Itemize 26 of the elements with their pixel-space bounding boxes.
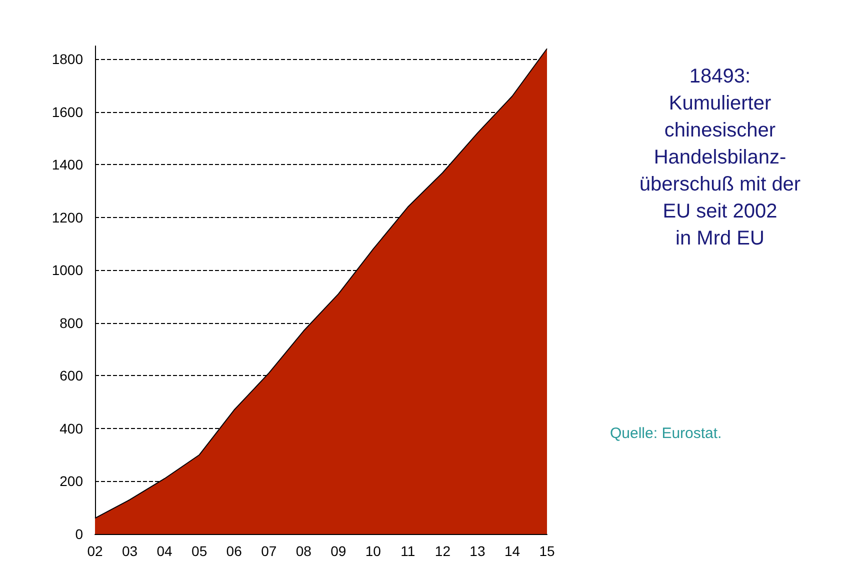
x-tick-label: 04 bbox=[156, 543, 173, 559]
x-tick-label: 10 bbox=[365, 543, 382, 559]
y-tick-label: 1000 bbox=[52, 262, 84, 278]
x-tick-label: 14 bbox=[504, 543, 520, 559]
y-tick-label: 800 bbox=[60, 314, 84, 331]
x-tick-label: 05 bbox=[192, 543, 208, 559]
x-tick-label: 12 bbox=[434, 543, 451, 559]
x-tick-label: 02 bbox=[87, 543, 103, 559]
y-tick-label: 1800 bbox=[52, 51, 84, 68]
y-tick-label: 200 bbox=[60, 473, 84, 490]
source-note: Quelle: Eurostat. bbox=[610, 425, 722, 442]
x-tick-label: 06 bbox=[226, 543, 242, 559]
x-tick-label: 11 bbox=[400, 543, 416, 559]
x-tick-label: 03 bbox=[122, 543, 138, 559]
x-tick-label: 15 bbox=[539, 543, 555, 559]
y-tick-label: 400 bbox=[60, 420, 84, 436]
x-tick-label: 13 bbox=[470, 543, 486, 559]
y-tick-label: 1200 bbox=[52, 209, 84, 226]
text: 18493: Kumulierter chinesischer Handelsbilanz- überschuß mit der EU seit 2002 in Mrd EU bbox=[639, 66, 801, 250]
x-tick-label: 08 bbox=[296, 543, 312, 559]
y-tick-label: 1400 bbox=[52, 156, 84, 173]
x-tick-label: 07 bbox=[261, 543, 277, 559]
y-tick-label: 1600 bbox=[52, 104, 84, 120]
x-tick-label: 09 bbox=[330, 543, 346, 559]
y-tick-label: 600 bbox=[60, 368, 84, 384]
y-tick-label: 0 bbox=[75, 526, 84, 542]
